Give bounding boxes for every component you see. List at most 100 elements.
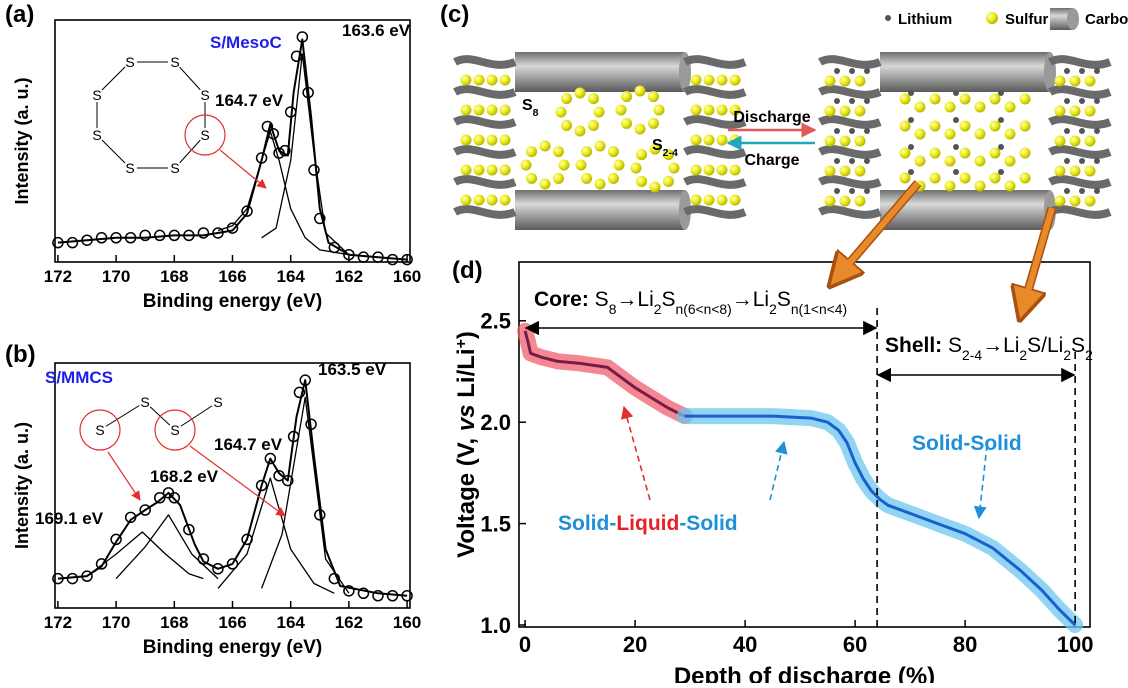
x-tick-label: 168 xyxy=(160,267,188,286)
sulfur xyxy=(500,195,511,206)
annotation: 164.7 eV xyxy=(215,91,284,110)
carbon-sheet xyxy=(820,89,880,95)
sulfur xyxy=(553,173,564,184)
sulfur xyxy=(461,75,472,86)
sulfur xyxy=(1005,102,1016,113)
sulfur xyxy=(825,196,836,207)
sulfur xyxy=(915,129,926,140)
carbon-tube-end xyxy=(1067,8,1079,30)
text-part: Solid-Solid xyxy=(912,432,1022,455)
annotation: 169.1 eV xyxy=(35,509,104,528)
lithium xyxy=(1094,128,1100,134)
sulfur xyxy=(990,173,1001,184)
sulfur xyxy=(960,94,971,105)
text-part: Core: xyxy=(534,288,589,311)
species-label: S8 xyxy=(522,97,539,119)
sulfur xyxy=(636,149,647,160)
text-part: S/Li xyxy=(1027,334,1063,357)
lithium xyxy=(1079,68,1085,74)
sulfur xyxy=(575,126,586,137)
sulfur xyxy=(595,179,606,190)
pointer xyxy=(624,407,650,500)
lithium xyxy=(849,158,855,164)
sulfur xyxy=(1020,94,1031,105)
text-part: →Li xyxy=(982,334,1019,357)
sulfur xyxy=(559,160,570,171)
sulfur xyxy=(930,148,941,159)
text-part: Shell: xyxy=(885,334,942,357)
sulfur xyxy=(704,75,715,86)
text-part: S xyxy=(942,334,962,357)
sulfur xyxy=(608,173,619,184)
x-tick-label: 170 xyxy=(102,267,130,286)
legend-label: Sulfur xyxy=(1005,11,1048,28)
carbon-sheet xyxy=(455,149,515,155)
lithium xyxy=(1064,188,1070,194)
sulfur xyxy=(704,105,715,116)
sulfur xyxy=(575,88,586,99)
sulfur xyxy=(663,176,674,187)
carbon-sheet xyxy=(685,149,745,155)
sulfur xyxy=(1085,166,1096,177)
lithium xyxy=(849,188,855,194)
lithium xyxy=(953,90,959,96)
line xyxy=(87,532,203,579)
sulfur xyxy=(650,182,661,193)
sulfur xyxy=(1070,166,1081,177)
text-part: + xyxy=(453,339,470,348)
sulfur xyxy=(855,166,866,177)
annotation: Solid-Solid xyxy=(912,432,1022,455)
sulfur xyxy=(704,165,715,176)
sulfur xyxy=(1055,106,1066,117)
text-part: -Solid xyxy=(679,512,737,535)
sulfur xyxy=(975,102,986,113)
lithium xyxy=(953,144,959,150)
panel-label: (a) xyxy=(5,1,34,28)
text-part: S xyxy=(661,288,675,311)
lithium xyxy=(908,90,914,96)
text-part: Voltage (V, xyxy=(453,431,480,558)
sulfur xyxy=(975,156,986,167)
sulfur xyxy=(840,106,851,117)
atom: S xyxy=(200,87,209,103)
sulfur xyxy=(930,173,941,184)
text-part: 2 xyxy=(1085,347,1093,363)
atom: S xyxy=(92,87,101,103)
panel-label: (d) xyxy=(452,257,483,284)
line xyxy=(218,478,334,593)
y-axis-label: Voltage (V, vs Li/Li+) xyxy=(453,331,481,558)
sulfur xyxy=(588,120,599,131)
sulfur xyxy=(1005,156,1016,167)
sulfur xyxy=(840,136,851,147)
sulfur xyxy=(717,165,728,176)
atom: S xyxy=(92,127,101,143)
sulfur xyxy=(855,196,866,207)
sulfur xyxy=(1085,106,1096,117)
x-tick-label: 160 xyxy=(393,267,421,286)
sulfur xyxy=(540,179,551,190)
lithium xyxy=(834,188,840,194)
y-tick-label: 2.0 xyxy=(480,410,511,435)
sulfur xyxy=(900,121,911,132)
data-point xyxy=(198,228,208,238)
lithium xyxy=(953,169,959,175)
lithium xyxy=(834,128,840,134)
sulfur xyxy=(900,94,911,105)
carbon-sheet xyxy=(685,209,745,215)
x-tick-label: 100 xyxy=(1057,632,1094,657)
sulfur xyxy=(474,75,485,86)
lithium xyxy=(885,15,891,21)
sulfur xyxy=(500,135,511,146)
sulfur xyxy=(474,135,485,146)
sulfur xyxy=(635,124,646,135)
sulfur xyxy=(945,156,956,167)
sulfur xyxy=(717,105,728,116)
lithium xyxy=(1064,158,1070,164)
sulfur xyxy=(1020,148,1031,159)
carbon-tube xyxy=(880,52,1050,92)
sulfur xyxy=(990,94,1001,105)
x-tick-label: 172 xyxy=(44,613,72,632)
sulfur xyxy=(691,135,702,146)
x-tick-label: 162 xyxy=(335,267,363,286)
lithium xyxy=(834,98,840,104)
